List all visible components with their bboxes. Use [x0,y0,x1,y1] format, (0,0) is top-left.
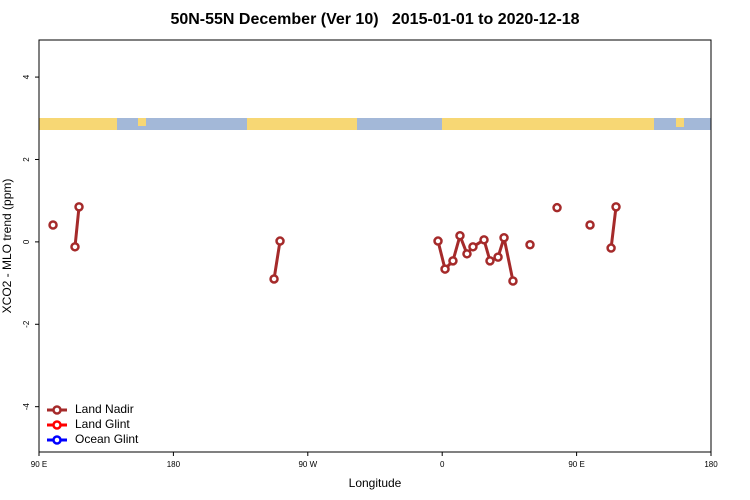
y-tick-label: -2 [22,320,31,328]
point [440,264,450,274]
point [479,235,489,245]
point [448,256,458,266]
point [493,252,503,262]
x-tick-label: 90 E [568,460,584,469]
point [433,236,443,246]
x-axis-label: Longitude [349,476,402,490]
y-tick-label: 2 [22,157,31,162]
point [70,242,80,252]
point [606,243,616,253]
point [48,220,58,230]
point [468,242,478,252]
legend-label: Land Nadir [75,402,134,416]
x-tick-label: 90 E [31,460,47,469]
point [499,233,509,243]
y-axis-label: XCO2 - MLO trend (ppm) [0,179,14,314]
point [74,202,84,212]
plot-frame [38,39,712,453]
x-tick-label: 90 W [298,460,317,469]
point [611,202,621,212]
point [508,276,518,286]
series-line [73,206,618,282]
legend-marker [52,420,62,430]
point [462,249,472,259]
legend-marker [52,405,62,415]
legend-marker [52,435,62,445]
legend-label: Land Glint [75,417,130,431]
point [525,240,535,250]
point [552,202,562,213]
chart-title: 50N-55N December (Ver 10) 2015-01-01 to … [170,11,579,28]
land-ocean-strip [39,118,711,130]
x-tick-label: 0 [440,460,445,469]
point [585,220,595,230]
legend-label: Ocean Glint [75,432,139,446]
point [455,230,465,241]
point [269,274,279,284]
x-tick-label: 180 [704,460,718,469]
point [485,256,495,266]
y-tick-label: -4 [22,403,31,411]
y-tick-label: 0 [22,239,31,244]
point [275,236,285,246]
y-tick-label: 4 [22,74,31,79]
x-tick-label: 180 [167,460,181,469]
